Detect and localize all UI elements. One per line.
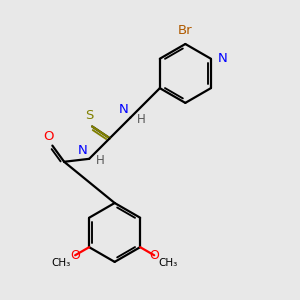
Text: O: O	[44, 130, 54, 142]
Text: O: O	[70, 249, 80, 262]
Text: H: H	[96, 154, 104, 167]
Text: CH₃: CH₃	[52, 258, 71, 268]
Text: N: N	[119, 103, 129, 116]
Text: H: H	[137, 112, 146, 126]
Text: S: S	[85, 109, 94, 122]
Text: CH₃: CH₃	[159, 258, 178, 268]
Text: O: O	[149, 249, 159, 262]
Text: Br: Br	[178, 24, 193, 37]
Text: N: N	[217, 52, 227, 65]
Text: N: N	[78, 144, 88, 158]
